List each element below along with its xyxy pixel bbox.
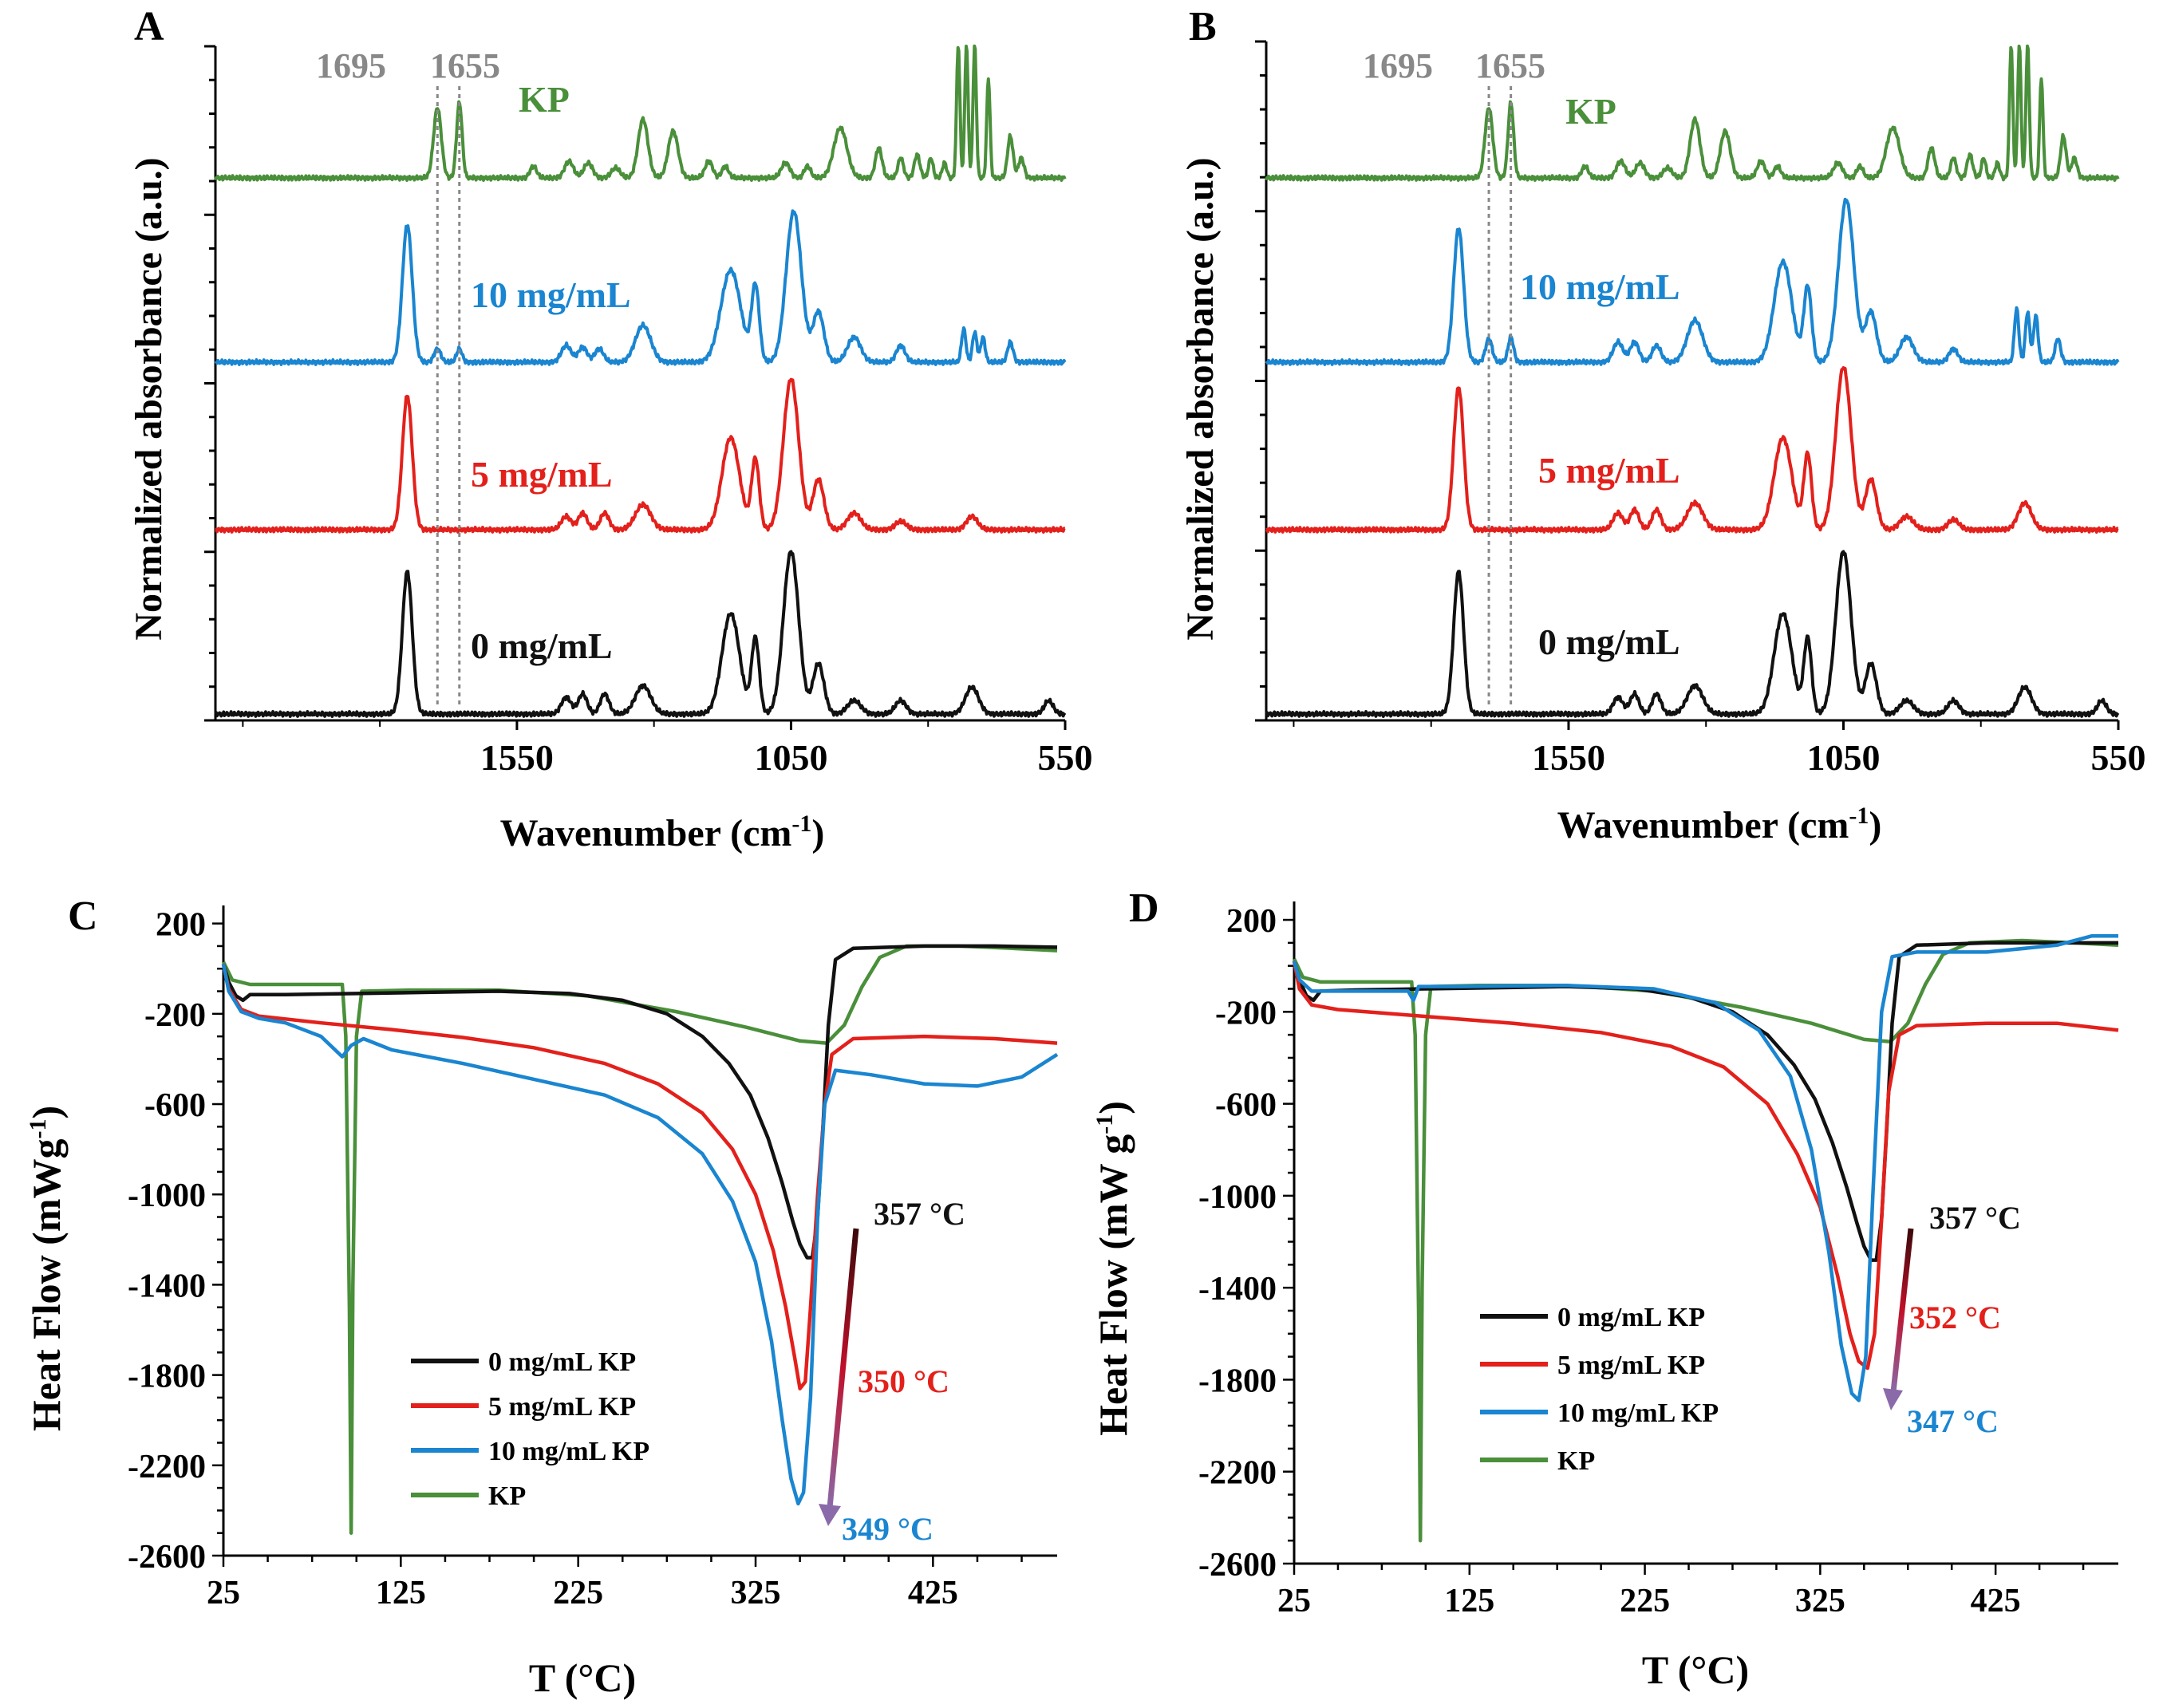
- y-tick-label: -2200: [128, 1449, 206, 1485]
- y-tick-label: -2600: [128, 1539, 206, 1576]
- y-tick-label: -2200: [1198, 1455, 1277, 1492]
- x-tick-label: 325: [731, 1575, 781, 1611]
- spectrum-c5: [215, 377, 1066, 534]
- panel-a-label-kp: KP: [519, 79, 570, 120]
- panel-d-ylabel: Heat Flow (mW g-1): [1091, 1101, 1135, 1436]
- y-tick-label: -1800: [1198, 1363, 1277, 1399]
- panel-c-letter: C: [68, 893, 98, 939]
- spectrum-kp: [1265, 44, 2120, 182]
- dsc-curve-c0: [221, 944, 1058, 1260]
- legend-label-kp: KP: [1557, 1446, 1595, 1476]
- ftir-a-plot: 1550 1050 550: [204, 44, 1093, 778]
- spectrum-c0: [1265, 550, 2120, 718]
- spectrum-c10: [214, 209, 1067, 366]
- x-tick-label: 550: [2091, 737, 2146, 778]
- panel-d-peak-347: 347 °C: [1907, 1403, 1999, 1439]
- legend-label-10: 10 mg/mL KP: [1557, 1398, 1719, 1428]
- panel-b-xlabel: Wavenumber (cm-1): [1557, 803, 1882, 846]
- panel-b: B 1550 1050 550 Normalized absorbance (a.u…: [1179, 4, 2146, 846]
- legend-label-5: 5 mg/mL KP: [488, 1392, 636, 1422]
- panel-c-peak-350: 350 °C: [858, 1363, 949, 1399]
- panel-a-label-10: 10 mg/mL: [471, 274, 631, 315]
- panel-b-marker-1655: 1655: [1475, 46, 1545, 85]
- panel-b-label-10: 10 mg/mL: [1520, 266, 1680, 307]
- panel-b-label-kp: KP: [1565, 91, 1616, 132]
- x-tick-label: 125: [1444, 1583, 1494, 1619]
- ftir-b-plot: 1550 1050 550: [1255, 40, 2146, 778]
- panel-c-xlabel: T (°C): [529, 1655, 636, 1700]
- panel-a-letter: A: [134, 4, 164, 49]
- y-tick-label: -1800: [128, 1359, 206, 1395]
- panel-a-label-5: 5 mg/mL: [471, 454, 613, 495]
- spectrum-c5: [1265, 366, 2119, 534]
- y-tick-label: -600: [1215, 1087, 1277, 1124]
- x-tick-label: 225: [1620, 1583, 1670, 1619]
- panel-a-marker-1655: 1655: [430, 46, 500, 85]
- x-tick-label: 425: [1971, 1583, 2021, 1619]
- panel-d-peak-352: 352 °C: [1909, 1300, 2001, 1335]
- panel-c-ylabel: Heat Flow (mWg-1): [24, 1106, 69, 1431]
- panel-a-label-0: 0 mg/mL: [471, 625, 613, 666]
- x-tick-label: 25: [207, 1575, 240, 1611]
- panel-a: A 1550 1050 550 Normalized absorbance (a.u…: [128, 4, 1093, 854]
- panel-d-arrow-head: [1883, 1388, 1903, 1410]
- panel-a-xlabel: Wavenumber (cm-1): [500, 811, 825, 854]
- x-tick-label: 1550: [1532, 737, 1605, 778]
- panel-b-ylabel: Normalized absorbance (a.u.): [1179, 157, 1222, 640]
- x-tick-label: 25: [1277, 1583, 1311, 1619]
- y-tick-label: 200: [156, 907, 206, 944]
- x-tick-label: 325: [1795, 1583, 1845, 1619]
- panel-c-legend: 0 mg/mL KP 5 mg/mL KP 10 mg/mL KP KP: [411, 1347, 649, 1511]
- y-tick-label: -600: [144, 1087, 206, 1124]
- panel-c-peak-349: 349 °C: [842, 1511, 933, 1547]
- spectrum-c0: [214, 550, 1067, 718]
- y-tick-label: -1400: [1198, 1271, 1277, 1308]
- panel-a-ylabel: Normalized absorbance (a.u.): [128, 157, 170, 640]
- dsc-curve-c10: [1292, 933, 2118, 1402]
- dsc-curve-kp: [1292, 938, 2119, 1543]
- y-tick-label: -200: [1215, 995, 1277, 1032]
- panel-d-shift-arrow: [1890, 1228, 1914, 1393]
- x-tick-label: 125: [376, 1575, 426, 1611]
- panel-c-peak-357: 357 °C: [874, 1196, 965, 1232]
- legend-label-5: 5 mg/mL KP: [1557, 1351, 1705, 1380]
- panel-c: C 200 -200 -600 -1000 -1400 -1800 -2200 -260025…: [24, 893, 1059, 1700]
- panel-a-marker-1695: 1695: [316, 46, 386, 85]
- panel-d-xlabel: T (°C): [1642, 1647, 1749, 1692]
- panel-b-label-0: 0 mg/mL: [1538, 621, 1680, 662]
- x-tick-label: 225: [553, 1575, 603, 1611]
- x-tick-label: 1050: [754, 737, 827, 778]
- x-tick-label: 550: [1038, 737, 1093, 778]
- dsc-curve-c5: [221, 964, 1058, 1390]
- y-tick-label: -1000: [128, 1177, 206, 1214]
- panel-c-shift-arrow: [827, 1228, 859, 1509]
- x-tick-label: 425: [908, 1575, 958, 1611]
- spectrum-kp: [214, 44, 1067, 182]
- panel-b-label-5: 5 mg/mL: [1538, 450, 1680, 491]
- x-tick-label: 1050: [1806, 737, 1880, 778]
- panel-c-arrow-head: [819, 1504, 841, 1526]
- panel-b-letter: B: [1189, 4, 1217, 49]
- panel-d: D 200 -200 -600 -1000 -1400 -1800 -2200 -260025…: [1091, 886, 2119, 1692]
- y-tick-label: -2600: [1198, 1547, 1277, 1584]
- y-tick-label: 200: [1226, 903, 1277, 940]
- panel-d-peak-357: 357 °C: [1929, 1200, 2021, 1236]
- legend-label-0: 0 mg/mL KP: [1557, 1303, 1705, 1332]
- panel-b-marker-1695: 1695: [1363, 46, 1433, 85]
- legend-label-0: 0 mg/mL KP: [488, 1347, 636, 1377]
- y-tick-label: -1000: [1198, 1179, 1277, 1216]
- y-tick-label: -1400: [128, 1268, 206, 1304]
- panel-d-letter: D: [1129, 886, 1159, 931]
- dsc-curve-c10: [221, 964, 1059, 1506]
- y-tick-label: -200: [144, 997, 206, 1034]
- dsc-curve-c5: [1292, 961, 2119, 1371]
- x-tick-label: 1550: [480, 737, 554, 778]
- legend-label-10: 10 mg/mL KP: [488, 1437, 649, 1466]
- legend-label-kp: KP: [488, 1481, 526, 1511]
- spectrum-c10: [1265, 197, 2120, 366]
- panel-d-legend: 0 mg/mL KP 5 mg/mL KP 10 mg/mL KP KP: [1480, 1303, 1719, 1476]
